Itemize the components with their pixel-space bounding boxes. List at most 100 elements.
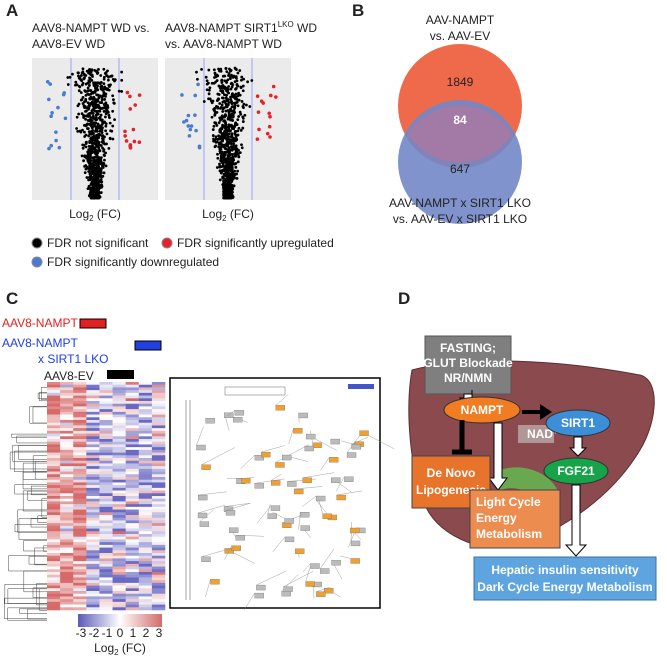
point: [88, 84, 91, 87]
cell: [99, 460, 113, 464]
box-text: Light Cycle: [476, 495, 541, 509]
cell: [138, 420, 153, 424]
point: [227, 100, 231, 104]
point: [120, 90, 124, 93]
cell: [60, 547, 74, 551]
point: [105, 74, 109, 77]
cell: [73, 417, 87, 421]
cell: [125, 580, 140, 584]
cell: [73, 390, 87, 394]
point: [237, 91, 240, 95]
cell: [151, 563, 166, 567]
arrow: [522, 404, 552, 420]
node: [443, 396, 521, 424]
node: [359, 430, 369, 436]
point: [224, 193, 227, 197]
point: [238, 110, 242, 114]
point: [102, 77, 106, 81]
point: [100, 98, 104, 102]
branch: [27, 608, 47, 620]
point: [234, 134, 238, 138]
cell: [73, 482, 87, 486]
cell: [138, 569, 153, 573]
cell: [73, 493, 87, 497]
point: [137, 93, 142, 97]
cell: [138, 392, 153, 396]
point: [99, 74, 103, 77]
cell: [99, 477, 113, 481]
cell: [47, 458, 61, 462]
point: [102, 103, 106, 106]
point: [75, 115, 79, 119]
cell: [138, 458, 153, 462]
cell: [73, 496, 87, 500]
point: [215, 140, 219, 144]
cell: [112, 414, 126, 418]
point: [229, 156, 233, 160]
point: [221, 169, 225, 173]
cell: [151, 493, 166, 497]
point: [268, 114, 272, 119]
cell: [125, 561, 140, 565]
cell: [138, 528, 153, 532]
point: [108, 116, 111, 120]
cell: [99, 401, 113, 405]
legend-label: FDR significantly downregulated: [47, 255, 219, 269]
point: [236, 129, 240, 133]
cell: [86, 588, 100, 592]
cell: [86, 436, 100, 440]
point: [94, 190, 97, 194]
cell: [60, 447, 74, 451]
cell: [151, 392, 166, 396]
point: [229, 95, 232, 99]
point: [80, 98, 84, 101]
point: [234, 139, 237, 143]
branch: [23, 540, 47, 552]
cell: [47, 398, 61, 402]
cell: [138, 588, 153, 592]
cell: [86, 441, 100, 445]
point: [88, 139, 92, 143]
point: [229, 191, 233, 194]
cell: [47, 520, 61, 524]
cell: [86, 409, 100, 413]
cell: [86, 517, 100, 521]
cell: [86, 468, 100, 472]
cell: [99, 471, 113, 475]
cell: [125, 452, 140, 456]
node-label: NAMPT: [461, 403, 504, 417]
point: [193, 113, 197, 117]
panel-label: A: [6, 1, 18, 20]
cell: [112, 509, 126, 513]
cell: [73, 588, 87, 592]
point: [104, 151, 107, 155]
cell: [60, 496, 74, 500]
cell: [99, 468, 113, 472]
cell: [112, 425, 126, 429]
cell: [125, 591, 140, 595]
cell: [112, 468, 126, 472]
cell: [125, 504, 140, 508]
cell: [125, 498, 140, 502]
point: [87, 130, 91, 134]
point: [86, 122, 89, 126]
node: [293, 428, 303, 434]
point: [240, 75, 244, 79]
node-label: SIRT1: [561, 416, 595, 430]
point: [250, 79, 254, 82]
cell: [151, 452, 166, 456]
cell: [86, 593, 100, 597]
cell: [138, 593, 153, 597]
cell: [47, 487, 61, 491]
cell: [138, 504, 153, 508]
point: [240, 146, 244, 150]
cell: [151, 466, 166, 470]
point: [222, 131, 226, 135]
branch: [30, 518, 47, 528]
point: [94, 70, 98, 73]
point: [224, 146, 227, 150]
cell: [99, 428, 113, 432]
point: [222, 160, 226, 164]
cell: [138, 555, 153, 559]
edge: [226, 410, 235, 417]
